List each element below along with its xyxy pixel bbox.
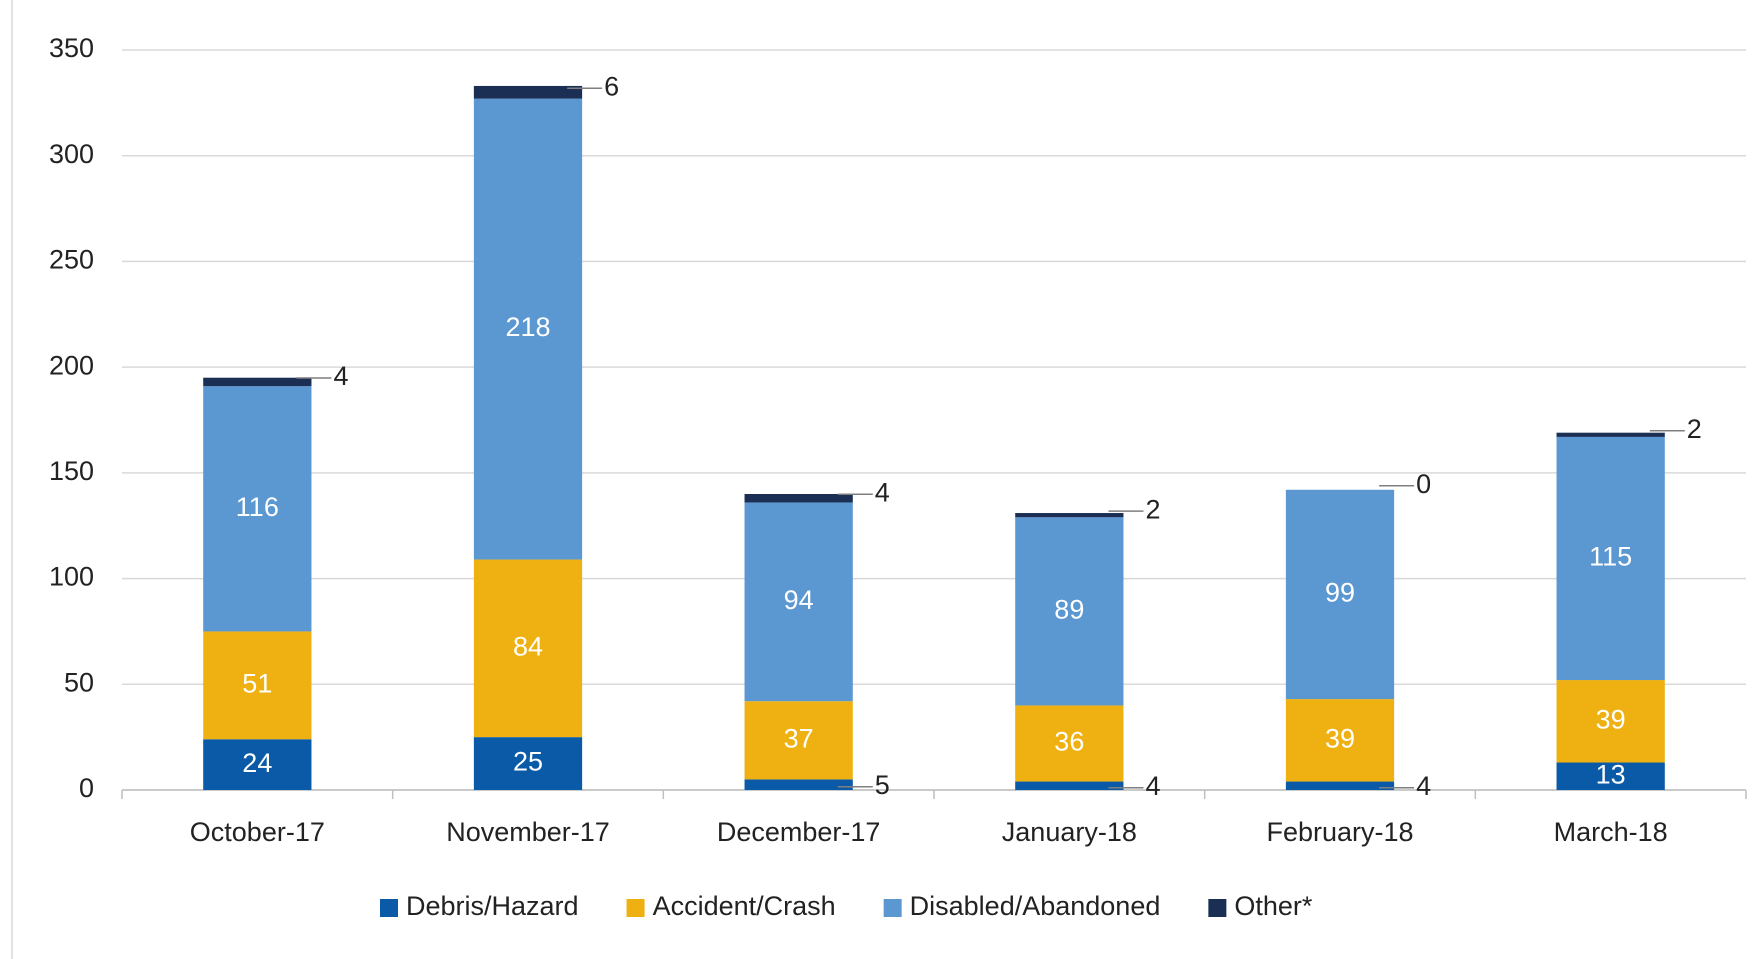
- data-label: 4: [875, 477, 890, 507]
- y-tick-label: 200: [49, 350, 94, 380]
- data-label: 2: [1145, 494, 1160, 524]
- y-tick-label: 0: [79, 773, 94, 803]
- data-label: 5: [875, 770, 890, 800]
- legend-label: Other*: [1234, 891, 1313, 921]
- bar-segment: [744, 779, 853, 790]
- y-tick-label: 50: [64, 667, 94, 697]
- x-tick-label: January-18: [1002, 817, 1137, 847]
- bar-segment: [1556, 680, 1665, 763]
- bar-segment: [473, 737, 583, 790]
- bar-segment: [1015, 517, 1124, 706]
- legend-swatch: [883, 899, 902, 917]
- data-label: 84: [513, 631, 543, 661]
- legend-swatch: [380, 899, 398, 917]
- data-label: 218: [505, 312, 550, 342]
- y-tick-label: 350: [49, 33, 94, 63]
- data-label: 25: [513, 747, 543, 777]
- data-label: 2: [1687, 414, 1702, 444]
- data-label: 36: [1054, 727, 1084, 757]
- data-label: 94: [784, 585, 814, 615]
- bar-segment: [744, 494, 853, 503]
- x-tick-label: December-17: [717, 817, 881, 847]
- bar-segment: [744, 502, 853, 702]
- legend-label: Debris/Hazard: [406, 891, 579, 921]
- data-label: 99: [1325, 578, 1355, 608]
- bar-segment: [473, 85, 583, 99]
- data-label: 51: [242, 668, 272, 698]
- bar-segment: [203, 631, 312, 740]
- data-label: 4: [1145, 771, 1160, 801]
- x-tick-label: February-18: [1266, 817, 1413, 847]
- bar-segment: [1015, 781, 1124, 790]
- legend-swatch: [626, 899, 645, 917]
- data-label: 24: [242, 748, 272, 778]
- bar-segment: [473, 98, 583, 560]
- x-tick-label: March-18: [1554, 817, 1668, 847]
- data-label: 6: [604, 71, 619, 101]
- bar-segment: [203, 386, 312, 632]
- bar-segment: [473, 559, 583, 738]
- bar-segment: [1556, 762, 1665, 790]
- data-label: 115: [1589, 542, 1632, 572]
- x-tick-label: November-17: [446, 817, 610, 847]
- bar-segment: [1015, 513, 1124, 518]
- bar-segment: [203, 377, 312, 387]
- data-label: 39: [1325, 723, 1355, 753]
- data-label: 116: [236, 492, 279, 522]
- bar-segment: [1285, 699, 1395, 782]
- bar-segment: [203, 739, 312, 790]
- bar-segment: [1015, 705, 1124, 782]
- data-label: 39: [1596, 704, 1626, 734]
- data-label: 0: [1416, 469, 1431, 499]
- bar-segment: [1556, 436, 1665, 681]
- data-label: 13: [1596, 759, 1626, 789]
- bar-segment: [1556, 432, 1665, 437]
- bar-segment: [1285, 781, 1395, 790]
- bar-segment: [744, 701, 853, 780]
- data-label: 4: [333, 361, 348, 391]
- legend-label: Accident/Crash: [653, 891, 836, 921]
- y-tick-label: 250: [49, 245, 94, 275]
- x-tick-label: October-17: [190, 817, 325, 847]
- legend-label: Disabled/Abandoned: [910, 891, 1161, 921]
- y-tick-label: 150: [49, 456, 94, 486]
- bar-segment: [1285, 489, 1395, 700]
- data-label: 89: [1054, 594, 1084, 624]
- data-label: 37: [784, 723, 814, 753]
- data-label: 4: [1416, 771, 1431, 801]
- y-tick-label: 100: [49, 562, 94, 592]
- legend-swatch: [1208, 899, 1227, 917]
- y-tick-label: 300: [49, 139, 94, 169]
